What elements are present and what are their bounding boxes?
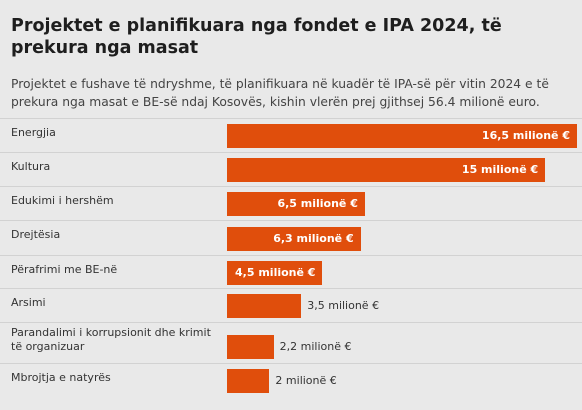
- category-label: Arsimi: [11, 296, 46, 309]
- chart-title: Projektet e planifikuara nga fondet e IP…: [11, 16, 502, 58]
- bar: [227, 192, 365, 216]
- value-label: 6,5 milionë €: [277, 197, 358, 210]
- bar: [227, 261, 323, 285]
- bar-row: Përafrimi me BE-në 4,5 milionë €: [0, 255, 582, 289]
- bar: [227, 158, 546, 182]
- bar: [227, 294, 302, 318]
- bar: [227, 335, 274, 359]
- value-label: 6,3 milionë €: [273, 232, 354, 245]
- bar-row: Mbrojtja e natyrës 2 milionë €: [0, 363, 582, 398]
- category-label: Përafrimi me BE-në: [11, 263, 118, 276]
- value-label: 4,5 milionë €: [235, 266, 316, 279]
- chart-subtitle: Projektet e fushave të ndryshme, të plan…: [11, 77, 549, 109]
- bar: [227, 124, 577, 148]
- value-label: 2 milionë €: [275, 374, 337, 387]
- value-label: 3,5 milionë €: [307, 299, 380, 312]
- bar-row: Kultura 15 milionë €: [0, 152, 582, 187]
- category-label: Drejtësia: [11, 228, 61, 241]
- bar-row: Arsimi 3,5 milionë €: [0, 288, 582, 323]
- category-label: Mbrojtja e natyrës: [11, 371, 111, 384]
- value-label: 15 milionë €: [461, 163, 539, 176]
- category-label: Parandalimi i korrupsionit dhe krimit të…: [11, 326, 211, 353]
- bar-row: Drejtësia 6,3 milionë €: [0, 220, 582, 256]
- bar: [227, 369, 270, 393]
- bar-row: Edukimi i hershëm 6,5 milionë €: [0, 186, 582, 221]
- value-label: 2,2 milionë €: [279, 340, 352, 353]
- bar-row: Parandalimi i korrupsionit dhe krimit të…: [0, 322, 582, 364]
- bar-row: Energjia 16,5 milionë €: [0, 118, 582, 153]
- bar: [227, 227, 361, 251]
- category-label: Edukimi i hershëm: [11, 194, 114, 207]
- category-label: Energjia: [11, 126, 56, 139]
- value-label: 16,5 milionë €: [481, 129, 570, 142]
- category-label: Kultura: [11, 160, 51, 173]
